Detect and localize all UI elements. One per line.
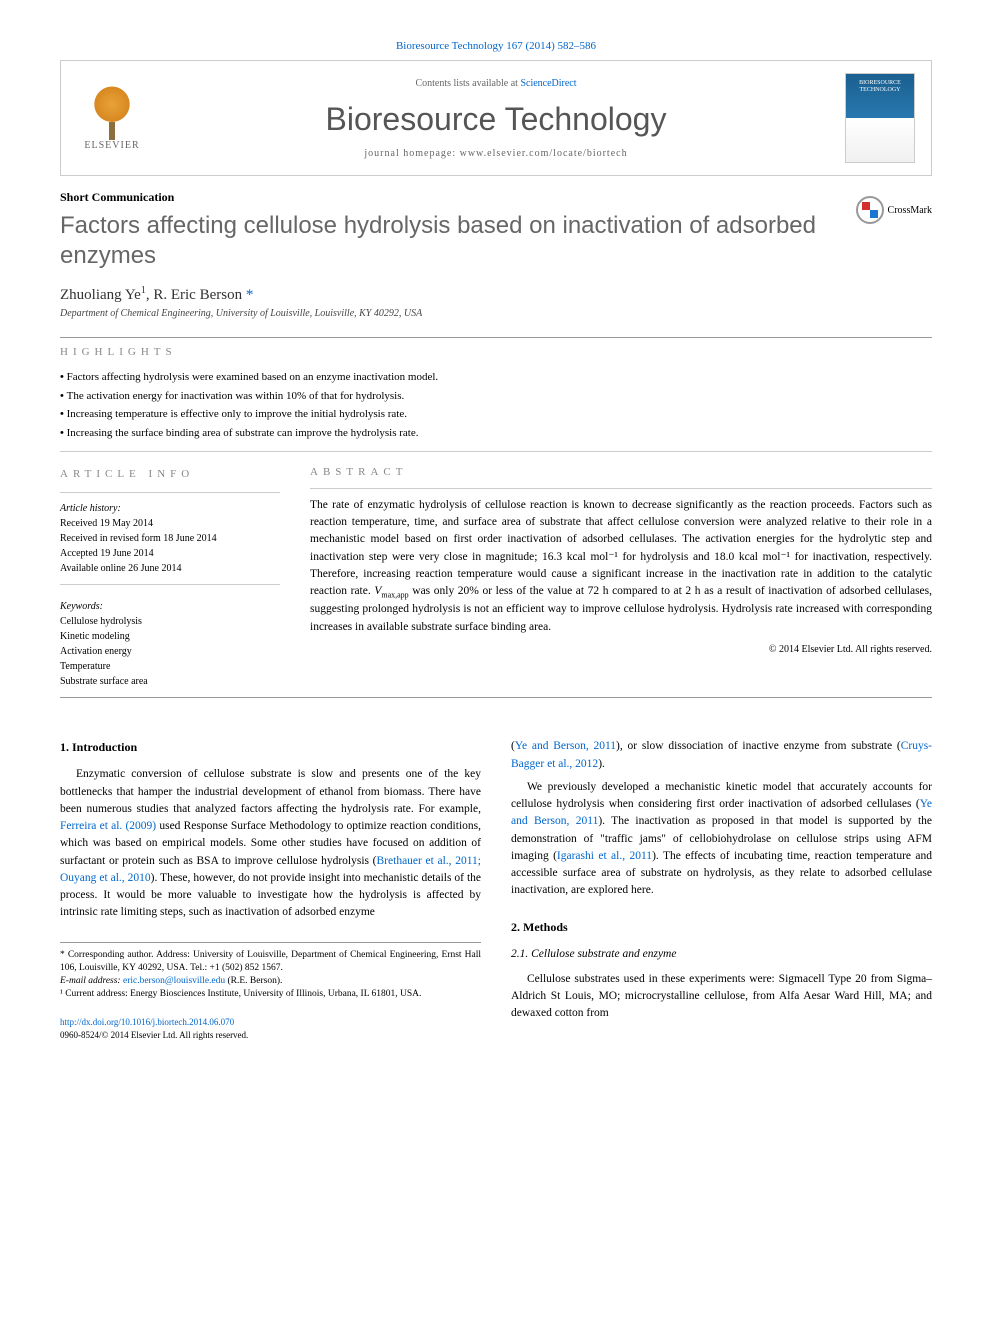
divider — [60, 337, 932, 338]
intro-paragraph: Enzymatic conversion of cellulose substr… — [60, 766, 481, 921]
journal-cover-thumb: BIORESOURCE TECHNOLOGY — [845, 73, 915, 163]
body-columns: 1. Introduction Enzymatic conversion of … — [60, 738, 932, 1042]
elsevier-tree-icon — [87, 85, 137, 140]
article-title: Factors affecting cellulose hydrolysis b… — [60, 211, 932, 271]
journal-cover-text: BIORESOURCE TECHNOLOGY — [850, 80, 910, 93]
highlight-item: Increasing temperature is effective only… — [60, 405, 932, 424]
email-line: E-mail address: eric.berson@louisville.e… — [60, 975, 481, 988]
page-container: Bioresource Technology 167 (2014) 582–58… — [0, 0, 992, 1083]
divider — [60, 451, 932, 452]
abstract-label: ABSTRACT — [310, 466, 932, 478]
methods-subheading: 2.1. Cellulose substrate and enzyme — [511, 946, 932, 963]
corresponding-footnote: * Corresponding author. Address: Univers… — [60, 949, 481, 976]
highlight-item: Increasing the surface binding area of s… — [60, 424, 932, 443]
history-revised: Received in revised form 18 June 2014 — [60, 531, 280, 546]
keyword: Activation energy — [60, 644, 280, 659]
intro-text-1a: Enzymatic conversion of cellulose substr… — [60, 768, 481, 815]
right-column: (Ye and Berson, 2011), or slow dissociat… — [511, 738, 932, 1042]
author-1: Zhuoliang Ye — [60, 287, 141, 303]
col2-p1: (Ye and Berson, 2011), or slow dissociat… — [511, 738, 932, 773]
homepage-url: www.elsevier.com/locate/biortech — [460, 148, 628, 159]
crossmark-badge[interactable]: CrossMark — [856, 196, 932, 224]
highlight-item: Factors affecting hydrolysis were examin… — [60, 368, 932, 387]
footnotes: * Corresponding author. Address: Univers… — [60, 942, 481, 1002]
article-header: CrossMark Short Communication Factors af… — [60, 190, 932, 319]
keywords-label: Keywords: — [60, 599, 280, 614]
email-link[interactable]: eric.berson@louisville.edu — [123, 976, 225, 986]
email-label: E-mail address: — [60, 976, 123, 986]
history-received: Received 19 May 2014 — [60, 516, 280, 531]
journal-title: Bioresource Technology — [147, 101, 845, 138]
abstract-text: The rate of enzymatic hydrolysis of cell… — [310, 497, 932, 636]
history-label: Article history: — [60, 501, 280, 516]
history-online: Available online 26 June 2014 — [60, 561, 280, 576]
author-2: R. Eric Berson — [153, 287, 242, 303]
highlights-label: HIGHLIGHTS — [60, 346, 932, 358]
article-type: Short Communication — [60, 190, 932, 205]
citation-link[interactable]: Igarashi et al., 2011 — [557, 850, 652, 862]
col2-p2: We previously developed a mechanistic ki… — [511, 779, 932, 900]
methods-heading: 2. Methods — [511, 918, 932, 936]
journal-homepage: journal homepage: www.elsevier.com/locat… — [147, 148, 845, 159]
keyword: Substrate surface area — [60, 674, 280, 689]
email-suffix: (R.E. Berson). — [225, 976, 282, 986]
contents-line: Contents lists available at ScienceDirec… — [147, 78, 845, 89]
divider — [60, 492, 280, 493]
col2-text: We previously developed a mechanistic ki… — [511, 781, 932, 810]
highlights-section: HIGHLIGHTS Factors affecting hydrolysis … — [60, 346, 932, 443]
address-footnote: ¹ Current address: Energy Biosciences In… — [60, 988, 481, 1001]
keyword: Temperature — [60, 659, 280, 674]
citation-link[interactable]: Ferreira et al. (2009) — [60, 820, 156, 832]
elsevier-logo: ELSEVIER — [77, 78, 147, 158]
intro-heading: 1. Introduction — [60, 738, 481, 756]
abstract-p1: The rate of enzymatic hydrolysis of cell… — [310, 499, 932, 597]
divider — [60, 697, 932, 698]
article-info-label: ARTICLE INFO — [60, 466, 280, 483]
divider — [60, 584, 280, 585]
header-citation: Bioresource Technology 167 (2014) 582–58… — [60, 40, 932, 52]
col2-text: ), or slow dissociation of inactive enzy… — [616, 740, 901, 752]
footer-meta: http://dx.doi.org/10.1016/j.biortech.201… — [60, 1016, 481, 1043]
header-center: Contents lists available at ScienceDirec… — [147, 78, 845, 159]
issn-line: 0960-8524/© 2014 Elsevier Ltd. All right… — [60, 1029, 481, 1043]
divider — [310, 488, 932, 489]
vmax-sub: max,app — [381, 590, 408, 599]
col2-text: ). — [598, 758, 605, 770]
crossmark-label: CrossMark — [888, 205, 932, 216]
affiliation: Department of Chemical Engineering, Univ… — [60, 308, 932, 319]
abstract-copyright: © 2014 Elsevier Ltd. All rights reserved… — [310, 644, 932, 655]
doi-link[interactable]: http://dx.doi.org/10.1016/j.biortech.201… — [60, 1017, 234, 1027]
header-box: ELSEVIER Contents lists available at Sci… — [60, 60, 932, 176]
methods-paragraph: Cellulose substrates used in these exper… — [511, 971, 932, 1023]
keyword: Cellulose hydrolysis — [60, 614, 280, 629]
abstract-column: ABSTRACT The rate of enzymatic hydrolysi… — [310, 466, 932, 690]
contents-prefix: Contents lists available at — [415, 78, 520, 89]
highlights-list: Factors affecting hydrolysis were examin… — [60, 368, 932, 443]
crossmark-icon — [856, 196, 884, 224]
article-info: ARTICLE INFO Article history: Received 1… — [60, 466, 280, 690]
info-abstract-row: ARTICLE INFO Article history: Received 1… — [60, 466, 932, 690]
authors: Zhuoliang Ye1, R. Eric Berson * — [60, 285, 932, 304]
highlight-item: The activation energy for inactivation w… — [60, 387, 932, 406]
homepage-prefix: journal homepage: — [364, 148, 459, 159]
sciencedirect-link[interactable]: ScienceDirect — [520, 78, 576, 89]
keyword: Kinetic modeling — [60, 629, 280, 644]
history-accepted: Accepted 19 June 2014 — [60, 546, 280, 561]
elsevier-label: ELSEVIER — [84, 140, 139, 151]
corresponding-marker[interactable]: * — [246, 287, 254, 303]
left-column: 1. Introduction Enzymatic conversion of … — [60, 738, 481, 1042]
author-1-sup: 1 — [141, 285, 146, 296]
citation-link[interactable]: Ye and Berson, 2011 — [515, 740, 616, 752]
